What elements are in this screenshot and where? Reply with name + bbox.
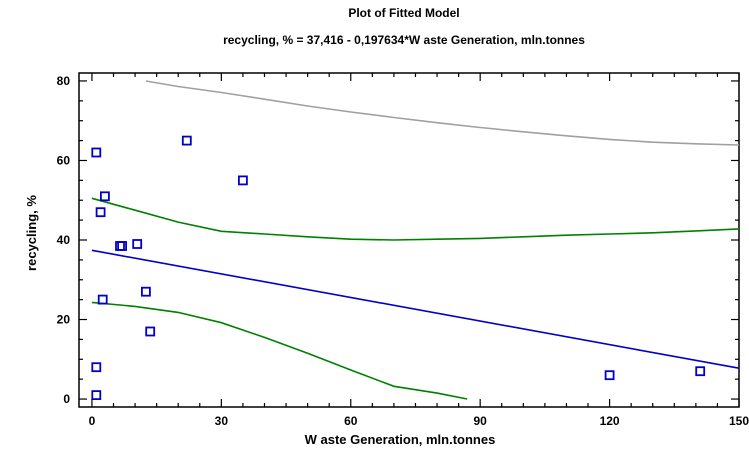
x-tick-label: 60 bbox=[344, 414, 358, 428]
series-line-fitted-line bbox=[91, 249, 740, 369]
series-line-upper-prediction-limit bbox=[145, 80, 740, 146]
y-tick-label: 40 bbox=[57, 233, 71, 247]
x-tick-label: 0 bbox=[89, 414, 96, 428]
data-point bbox=[132, 239, 143, 249]
points-layer bbox=[91, 135, 706, 401]
data-point bbox=[117, 241, 127, 251]
y-tick-label: 60 bbox=[57, 153, 71, 167]
x-tick-label: 120 bbox=[600, 414, 620, 428]
y-axis-label: recycling, % bbox=[24, 195, 39, 271]
chart-title: Plot of Fitted Model bbox=[348, 6, 459, 20]
data-point bbox=[91, 390, 102, 401]
data-point bbox=[100, 191, 110, 202]
series-line-upper-confidence-limit bbox=[91, 197, 740, 241]
series-layer bbox=[91, 80, 740, 400]
x-tick-label: 90 bbox=[473, 414, 487, 428]
y-tick-label: 20 bbox=[57, 313, 71, 327]
data-point bbox=[95, 207, 106, 218]
data-point bbox=[91, 362, 102, 373]
y-tick-label: 0 bbox=[63, 392, 70, 406]
data-point bbox=[115, 241, 125, 251]
data-point bbox=[140, 286, 151, 297]
y-tick-label: 80 bbox=[57, 74, 71, 88]
y-axis-ticks: 0 20 40 60 80 bbox=[57, 74, 739, 406]
series-line-lower-confidence-limit bbox=[91, 301, 468, 400]
data-point bbox=[91, 147, 102, 158]
data-point bbox=[97, 294, 108, 305]
x-tick-label: 150 bbox=[729, 414, 749, 428]
data-point bbox=[604, 370, 615, 381]
x-axis-label: W aste Generation, mln.tonnes bbox=[305, 432, 496, 447]
chart-subtitle: recycling, % = 37,416 - 0,197634*W aste … bbox=[223, 33, 585, 47]
x-axis-ticks: 0 30 60 90 120 150 bbox=[89, 73, 749, 428]
data-point bbox=[695, 366, 706, 377]
x-tick-label: 30 bbox=[215, 414, 229, 428]
data-point bbox=[237, 175, 248, 186]
data-point bbox=[145, 326, 156, 337]
data-point bbox=[181, 135, 192, 146]
